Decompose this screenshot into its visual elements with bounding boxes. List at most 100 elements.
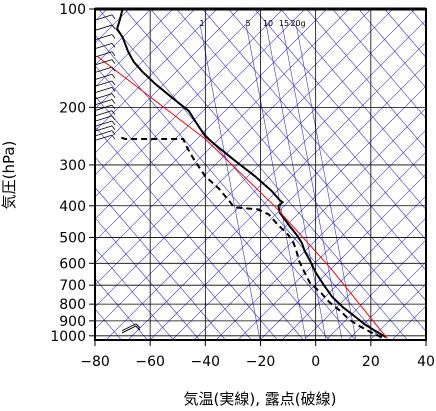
adiabat-line bbox=[228, 9, 426, 241]
wind-barb bbox=[95, 51, 113, 58]
adiabat-line bbox=[98, 9, 382, 340]
isotherm-line bbox=[303, 217, 426, 340]
wind-barb bbox=[95, 43, 113, 49]
wind-barb bbox=[95, 134, 113, 141]
adiabat-line bbox=[176, 9, 426, 302]
mixing-ratio-line bbox=[281, 23, 343, 340]
y-tick-label: 800 bbox=[59, 297, 86, 313]
isotherm-line bbox=[193, 107, 426, 340]
isotherm-line bbox=[127, 41, 426, 340]
isotherm-line bbox=[369, 283, 426, 340]
y-tick-label: 700 bbox=[59, 278, 86, 294]
y-tick-label: 900 bbox=[59, 314, 86, 330]
isotherm-line bbox=[215, 129, 426, 340]
mixing-ratio-label: 10 bbox=[263, 19, 273, 28]
y-tick-label: 100 bbox=[59, 2, 86, 18]
wind-barb bbox=[95, 80, 113, 87]
wind-barb-flag bbox=[111, 66, 116, 72]
isotherm-line bbox=[95, 9, 196, 110]
y-tick-label: 400 bbox=[59, 199, 86, 215]
adiabat-line bbox=[254, 9, 426, 211]
mixing-ratio-label: 15 bbox=[279, 19, 289, 28]
temperature-line bbox=[116, 9, 387, 339]
wind-barb bbox=[95, 24, 113, 31]
isotherm-line bbox=[95, 9, 174, 88]
x-tick-label: −60 bbox=[135, 354, 165, 370]
wind-barb bbox=[95, 34, 113, 40]
wind-barb bbox=[95, 125, 113, 132]
reference-line bbox=[97, 56, 388, 339]
y-tick-label: 200 bbox=[59, 100, 86, 116]
isotherm-line bbox=[105, 19, 426, 340]
y-tick-label: 500 bbox=[59, 230, 86, 246]
x-tick-label: 20 bbox=[362, 354, 380, 370]
wind-barb bbox=[121, 325, 137, 334]
isotherm-line bbox=[95, 9, 284, 198]
wind-barb-flag bbox=[111, 73, 116, 79]
wind-barb-flag bbox=[111, 125, 116, 131]
mixing-ratio-label: 20g bbox=[290, 19, 305, 28]
x-axis-label: 気温(実線), 露点(破線) bbox=[184, 390, 337, 408]
wind-barb-flag bbox=[111, 130, 116, 135]
mixing-ratio-line bbox=[265, 23, 327, 340]
wind-barb bbox=[95, 110, 113, 117]
wind-barb-flag bbox=[111, 104, 116, 110]
mixing-ratio-labels: 1 5 10 15 20g bbox=[199, 19, 305, 28]
wind-barb bbox=[95, 73, 113, 80]
mixing-ratio-label: 5 bbox=[245, 19, 250, 28]
isotherm-line bbox=[95, 9, 394, 308]
adiabat-line bbox=[95, 65, 330, 340]
isotherm-line bbox=[281, 195, 426, 340]
adiabat-line bbox=[95, 156, 252, 340]
wind-barb-flag bbox=[111, 59, 116, 64]
wind-barb bbox=[95, 66, 113, 73]
y-tick-label: 1000 bbox=[50, 329, 86, 345]
adiabat-line bbox=[280, 9, 426, 180]
adiabat-line bbox=[95, 278, 148, 340]
gridlines bbox=[94, 8, 427, 340]
wind-barb-flag bbox=[111, 93, 116, 98]
x-tick-label: −80 bbox=[80, 354, 110, 370]
wind-barb bbox=[95, 59, 113, 66]
adiabat-line bbox=[124, 9, 408, 340]
mixing-ratio-line bbox=[295, 23, 357, 340]
wind-barb-flag bbox=[135, 325, 141, 331]
isotherm-line bbox=[95, 9, 240, 154]
adiabat-line bbox=[358, 9, 426, 89]
wind-barb bbox=[95, 87, 113, 93]
isotherm-line bbox=[95, 9, 328, 242]
wind-barb bbox=[95, 93, 113, 99]
y-axis-label: 気圧(hPa) bbox=[0, 141, 18, 210]
x-tick-label: −40 bbox=[191, 354, 221, 370]
isotherm-line bbox=[95, 9, 350, 264]
isotherm-line bbox=[347, 261, 426, 340]
wind-barb-flag bbox=[111, 134, 116, 140]
isotherm-line bbox=[149, 63, 426, 340]
wind-barbs bbox=[95, 14, 141, 334]
data-series bbox=[97, 9, 388, 339]
wind-barb-flag bbox=[111, 110, 116, 115]
wind-barb bbox=[95, 115, 113, 122]
isotherm-line bbox=[259, 173, 426, 340]
mixing-ratio-line bbox=[245, 23, 307, 340]
wind-barb-flag bbox=[111, 80, 116, 86]
wind-barb-flag bbox=[111, 14, 116, 20]
isotherm-line bbox=[95, 9, 416, 330]
wind-barb bbox=[95, 14, 113, 21]
adiabat-line bbox=[95, 95, 304, 340]
adiabat-line bbox=[428, 0, 436, 350]
isotherm-line bbox=[95, 9, 152, 66]
wind-barb-flag bbox=[111, 120, 116, 126]
wind-barb-flag bbox=[135, 323, 141, 329]
adiabat-line bbox=[306, 9, 426, 150]
mixing-ratio-label: 1 bbox=[199, 19, 204, 28]
dewpoint-line bbox=[119, 136, 383, 339]
adiabat-line bbox=[332, 9, 426, 119]
adiabat-line bbox=[150, 9, 426, 332]
wind-barb bbox=[95, 99, 113, 105]
wind-barb-flag bbox=[111, 51, 116, 56]
wind-barb-flag bbox=[111, 99, 116, 104]
adiabat-line bbox=[95, 186, 226, 340]
